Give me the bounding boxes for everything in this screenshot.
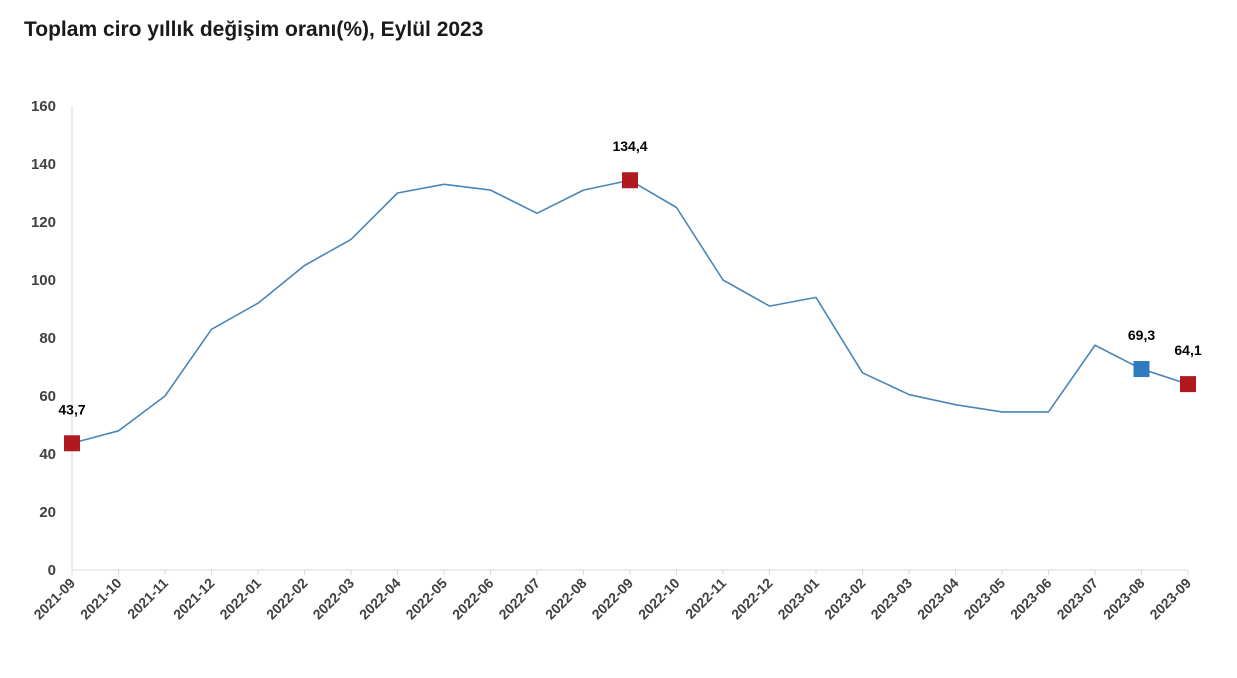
x-tick-label: 2022-05 xyxy=(402,575,450,623)
x-tick-label: 2022-08 xyxy=(542,575,590,623)
highlight-marker xyxy=(1180,376,1196,393)
data-label: 134,4 xyxy=(612,138,647,154)
highlight-markers xyxy=(64,172,1196,452)
y-tick-labels: 0 20 40 60 80 100 120 140 160 xyxy=(31,98,56,579)
x-tick-label: 2021-12 xyxy=(170,575,218,623)
x-tick-label: 2023-01 xyxy=(774,575,822,623)
highlight-marker xyxy=(1133,361,1150,378)
x-tick-label: 2022-10 xyxy=(635,575,683,623)
x-tick-label: 2023-06 xyxy=(1007,575,1055,623)
data-label: 69,3 xyxy=(1128,327,1155,343)
y-tick-label: 160 xyxy=(31,98,56,115)
x-tick-label: 2023-02 xyxy=(821,575,869,623)
x-tick-label: 2022-12 xyxy=(728,575,776,623)
x-tick-label: 2022-06 xyxy=(449,575,497,623)
highlight-marker xyxy=(64,435,80,452)
y-tick-label: 120 xyxy=(31,214,56,231)
x-tick-label: 2023-04 xyxy=(914,575,962,623)
x-tick-label: 2022-04 xyxy=(356,575,404,623)
series-line xyxy=(71,179,1189,445)
highlight-marker xyxy=(622,172,638,189)
data-labels: 43,7 134,4 69,3 64,1 xyxy=(58,138,1201,417)
series-line-group xyxy=(71,179,1189,445)
x-tick-label: 2023-08 xyxy=(1100,575,1148,623)
y-tick-label: 0 xyxy=(48,562,56,579)
data-label: 64,1 xyxy=(1174,342,1201,358)
x-tick-label: 2021-11 xyxy=(124,575,171,622)
x-tick-label: 2022-01 xyxy=(216,575,264,623)
y-tick-label: 140 xyxy=(31,156,56,173)
x-tick-label: 2023-09 xyxy=(1146,575,1194,623)
x-tick-label: 2022-02 xyxy=(263,575,311,623)
y-tick-label: 80 xyxy=(39,330,56,347)
data-label: 43,7 xyxy=(58,401,85,417)
x-tick-label: 2023-05 xyxy=(960,575,1008,623)
y-tick-label: 20 xyxy=(39,504,56,521)
chart-title: Toplam ciro yıllık değişim oranı(%), Eyl… xyxy=(24,18,484,41)
y-tick-label: 40 xyxy=(39,446,56,463)
axes xyxy=(71,106,1189,575)
y-tick-label: 100 xyxy=(31,272,56,289)
x-tick-label: 2023-07 xyxy=(1053,575,1101,623)
x-tick-label: 2023-03 xyxy=(867,575,915,623)
x-tick-label: 2022-09 xyxy=(588,575,636,623)
x-tick-label: 2022-11 xyxy=(682,575,729,622)
y-tick-label: 60 xyxy=(39,388,56,405)
x-tick-label: 2022-03 xyxy=(309,575,357,623)
x-tick-label: 2022-07 xyxy=(495,575,543,623)
x-tick-label: 2021-09 xyxy=(30,575,78,623)
x-tick-label: 2021-10 xyxy=(77,575,125,623)
